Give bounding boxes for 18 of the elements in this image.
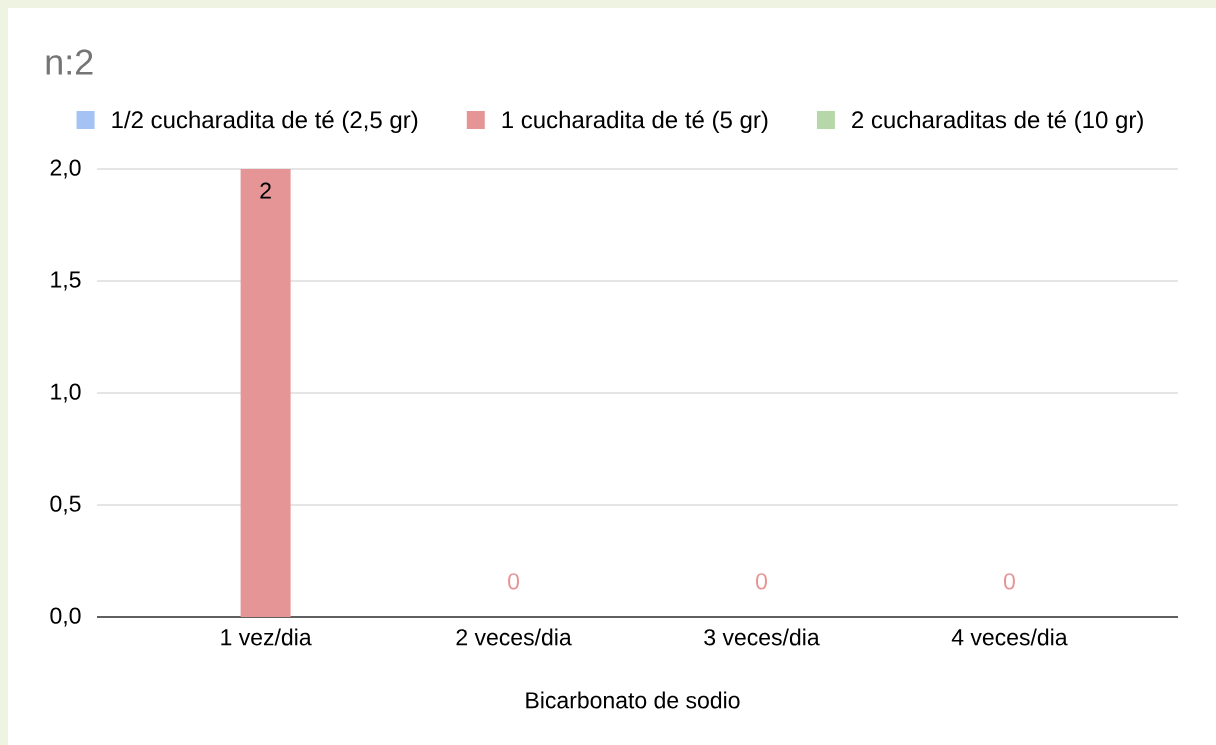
legend-label: 1/2 cucharadita de té (2,5 gr): [112, 110, 418, 134]
data-label: 0: [1003, 573, 1015, 590]
x-axis-title: Bicarbonato de sodio: [526, 691, 740, 709]
x-tick-label: 2 veces/dia: [456, 628, 572, 646]
y-tick-label: 1,5: [51, 271, 81, 291]
x-tick-label: 3 veces/dia: [704, 628, 820, 646]
y-tick-label: 0,0: [50, 607, 81, 627]
y-tick-label: 2,0: [50, 159, 81, 179]
legend-label: 1 cucharadita de té (5 gr): [502, 110, 768, 134]
y-tick-label: 0,5: [50, 495, 81, 515]
legend-label: 2 cucharaditas de té (10 gr): [852, 110, 1143, 134]
data-label: 0: [508, 573, 520, 590]
x-tick-label: 4 veces/dia: [951, 628, 1068, 646]
y-tick-label: 1,0: [51, 383, 81, 403]
x-tick-label: 1 vez/dia: [221, 628, 312, 646]
data-label: 2: [260, 182, 271, 199]
data-label: 0: [755, 573, 767, 590]
chart-title: n:2: [46, 49, 93, 75]
